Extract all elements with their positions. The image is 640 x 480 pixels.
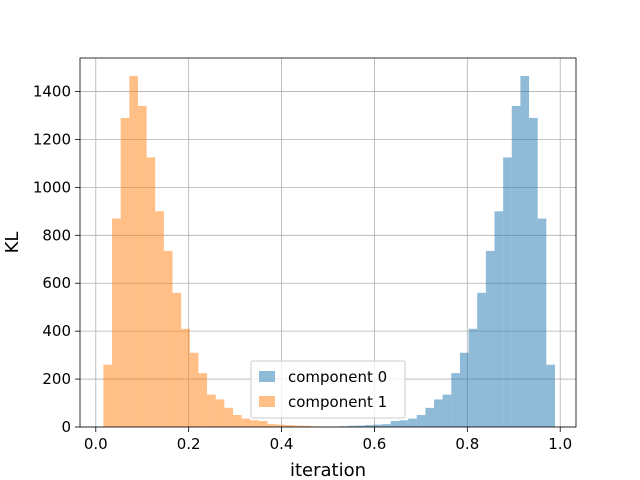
- histogram-bar: [520, 75, 530, 428]
- histogram-bar: [215, 399, 225, 427]
- legend-entry-label: component 0: [288, 368, 387, 386]
- histogram-bar: [485, 250, 495, 427]
- histogram-bar: [529, 117, 538, 428]
- legend: component 0 component 1: [250, 360, 406, 419]
- histogram-bar: [511, 105, 521, 427]
- legend-swatch: [259, 371, 275, 382]
- y-axis-ticks: 0 200 400 600 800 1000 1200 1400: [33, 83, 80, 436]
- x-tick-label: 0.8: [455, 435, 479, 453]
- x-tick-label: 0.6: [363, 435, 387, 453]
- histogram-bar: [408, 418, 417, 427]
- x-axis-ticks: 0.0 0.2 0.4 0.6 0.8 1.0: [84, 427, 572, 453]
- histogram-bar: [129, 75, 138, 428]
- histogram-bar: [120, 117, 130, 428]
- histogram-bar: [477, 292, 486, 427]
- histogram-bar: [112, 218, 121, 427]
- histogram-bar: [163, 250, 173, 427]
- histogram-bar: [258, 421, 268, 427]
- histogram-bar: [399, 420, 409, 427]
- histogram-bar: [364, 425, 374, 427]
- histogram-bar: [546, 364, 555, 427]
- x-axis-label: iteration: [290, 460, 366, 480]
- histogram-bar: [503, 157, 512, 428]
- histogram-bar: [356, 425, 365, 427]
- legend-swatch: [259, 396, 275, 407]
- histogram-bar: [172, 292, 182, 427]
- histogram-bar: [347, 425, 357, 427]
- histogram-bar: [442, 394, 452, 427]
- y-tick-label: 800: [42, 226, 71, 244]
- histogram-bar: [390, 421, 400, 427]
- histogram-bar: [459, 352, 469, 427]
- histogram-bar: [181, 328, 190, 427]
- histogram-bar: [189, 352, 199, 427]
- histogram-bar: [494, 211, 504, 427]
- histogram-bar: [284, 425, 294, 427]
- y-tick-label: 1000: [33, 178, 71, 196]
- histogram-bar: [232, 415, 242, 427]
- histogram-bar: [146, 157, 156, 428]
- series-0-bars: [321, 75, 555, 428]
- histogram-bar: [416, 415, 426, 427]
- histogram-bar: [451, 373, 460, 427]
- y-tick-label: 400: [42, 322, 71, 340]
- legend-entry-label: component 1: [288, 393, 387, 411]
- histogram-bar: [434, 399, 443, 427]
- histogram-bar: [373, 424, 383, 427]
- axes-frame: [79, 57, 577, 428]
- x-tick-label: 0.4: [270, 435, 294, 453]
- histogram-bar: [155, 211, 164, 427]
- y-axis-label: KL: [2, 232, 23, 254]
- histogram-bar: [207, 394, 216, 427]
- histogram-bar: [103, 364, 113, 427]
- series-1-bars: [103, 75, 337, 428]
- x-tick-label: 0.0: [84, 435, 108, 453]
- x-tick-label: 0.2: [177, 435, 201, 453]
- y-tick-label: 1200: [33, 130, 71, 148]
- axes-border: [79, 57, 577, 428]
- histogram-bar: [250, 420, 259, 427]
- y-tick-label: 0: [61, 418, 71, 436]
- histogram-bar: [537, 218, 547, 427]
- histogram-bar: [137, 105, 147, 427]
- histogram-bar: [198, 373, 208, 427]
- y-tick-label: 600: [42, 274, 71, 292]
- histogram-bar: [267, 424, 277, 427]
- histogram-bar: [382, 424, 391, 427]
- x-tick-label: 1.0: [548, 435, 572, 453]
- legend-box: [250, 360, 406, 419]
- histogram-bar: [302, 425, 311, 427]
- histogram-bars: [103, 75, 555, 428]
- histogram-bar: [276, 424, 285, 427]
- histogram-bar: [241, 418, 251, 427]
- histogram-bar: [468, 328, 478, 427]
- y-tick-label: 1400: [33, 83, 71, 101]
- y-tick-label: 200: [42, 370, 71, 388]
- histogram-bar: [425, 407, 435, 427]
- histogram-bar: [224, 407, 233, 427]
- histogram-bar: [293, 425, 303, 427]
